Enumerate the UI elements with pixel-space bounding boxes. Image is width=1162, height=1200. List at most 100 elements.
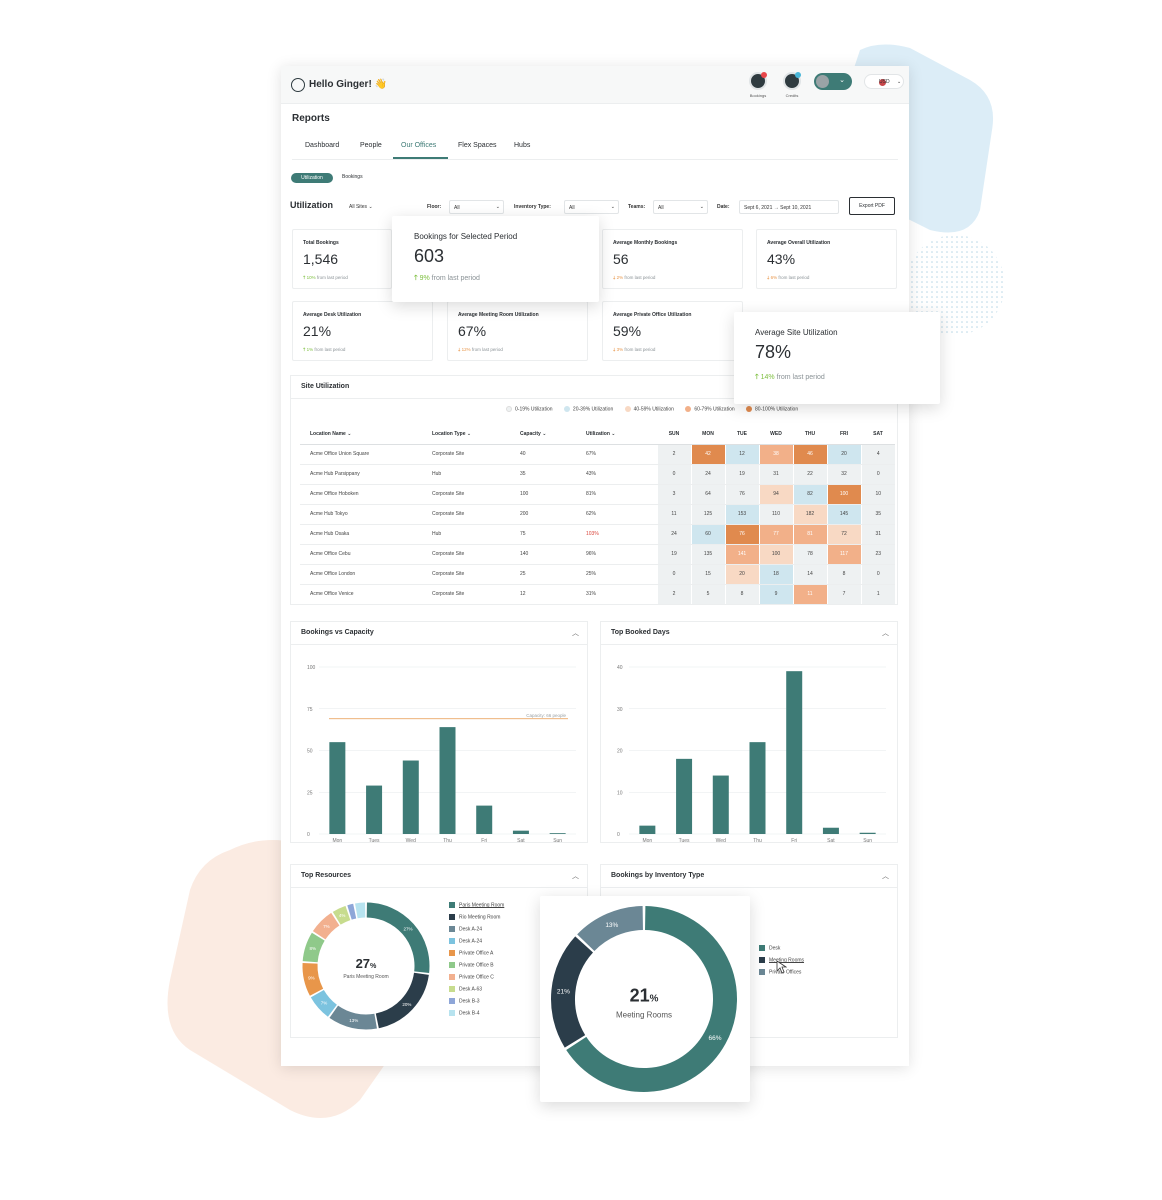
subtab-bookings[interactable]: Bookings bbox=[342, 174, 363, 180]
user-menu[interactable]: ⌄ bbox=[814, 73, 852, 90]
heatmap-cell: 100 bbox=[826, 484, 861, 505]
floor-value: All bbox=[454, 205, 460, 211]
bar[interactable] bbox=[402, 760, 419, 834]
table-row[interactable]: Acme Hub Osaka Hub 75 103% 24 60 76 77 81 72 31 bbox=[300, 524, 895, 545]
chevron-up-icon[interactable]: ︿ bbox=[882, 873, 889, 880]
heatmap-cell: 7 bbox=[826, 584, 861, 605]
heatmap-cell: 10 bbox=[860, 484, 895, 505]
donut-slice[interactable] bbox=[347, 903, 357, 920]
heatmap-cell: 19 bbox=[724, 464, 759, 485]
legend-item[interactable]: Paris Meeting Room bbox=[449, 902, 504, 914]
legend-item[interactable]: Desk A-63 bbox=[449, 986, 504, 998]
legend-item[interactable]: Desk bbox=[759, 945, 804, 957]
x-tick-label: Sun bbox=[553, 838, 562, 844]
credits-icon[interactable] bbox=[783, 72, 801, 90]
y-tick-label: 10 bbox=[617, 790, 623, 796]
utilization-legend: 0-19% Utilization 20-39% Utilization 40-… bbox=[496, 406, 798, 412]
bar[interactable] bbox=[712, 775, 729, 834]
legend-item[interactable]: Rio Meeting Room bbox=[449, 914, 504, 926]
legend-item[interactable]: Desk A-24 bbox=[449, 938, 504, 950]
cursor-icon bbox=[776, 960, 787, 974]
stat-card-average-overall-utilization: Average Overall Utilization 43% 🡓 6% fro… bbox=[756, 229, 897, 289]
tab-dashboard[interactable]: Dashboard bbox=[305, 142, 340, 149]
bar[interactable] bbox=[639, 825, 656, 834]
bookings-icon[interactable] bbox=[749, 72, 767, 90]
donut-slice[interactable] bbox=[329, 1005, 377, 1030]
column-header-location-type[interactable]: Location Type ⌄ bbox=[422, 424, 510, 445]
donut-slice[interactable] bbox=[566, 906, 737, 1092]
legend-item[interactable]: Private Office C bbox=[449, 974, 504, 986]
tab-our-offices[interactable]: Our Offices bbox=[401, 142, 437, 149]
donut-slice[interactable] bbox=[310, 989, 338, 1017]
bar[interactable] bbox=[366, 785, 383, 834]
table-row[interactable]: Acme Office Hoboken Corporate Site 100 81% 3… bbox=[300, 484, 895, 505]
inventory-select[interactable]: All ⌄ bbox=[564, 200, 619, 214]
sites-select[interactable]: All Sites ⌄ bbox=[349, 204, 373, 210]
donut-slice[interactable] bbox=[332, 905, 351, 925]
legend-item[interactable]: Desk B-3 bbox=[449, 998, 504, 1010]
column-header-utilization[interactable]: Utilization ⌄ bbox=[576, 424, 657, 445]
teams-select[interactable]: All ⌄ bbox=[653, 200, 708, 214]
currency-select[interactable]: USD ⌄ bbox=[864, 74, 904, 89]
bar[interactable] bbox=[786, 671, 803, 834]
donut-slice[interactable] bbox=[366, 902, 430, 974]
date-range-picker[interactable]: Sept 6, 2021 → Sept 10, 2021 bbox=[739, 200, 839, 214]
stat-value: 21% bbox=[303, 323, 332, 339]
panel-title: Site Utilization bbox=[301, 383, 350, 390]
legend-label: 80-100% Utilization bbox=[755, 406, 799, 413]
tab-people[interactable]: People bbox=[360, 142, 382, 149]
table-row[interactable]: Acme Office London Corporate Site 25 25% 0 15… bbox=[300, 564, 895, 585]
heatmap-cell: 3 bbox=[656, 484, 691, 505]
legend-item[interactable]: Meeting Rooms bbox=[759, 957, 804, 969]
donut-slice[interactable] bbox=[375, 972, 429, 1029]
donut-slice[interactable] bbox=[312, 912, 340, 940]
highlight-value: 78% bbox=[755, 342, 792, 362]
donut-slice[interactable] bbox=[577, 906, 644, 952]
legend-swatch bbox=[449, 986, 455, 992]
column-header-capacity[interactable]: Capacity ⌄ bbox=[510, 424, 576, 445]
legend-item[interactable]: Private Offices bbox=[759, 969, 804, 981]
column-label: Location Name bbox=[310, 430, 346, 437]
bar[interactable] bbox=[329, 742, 346, 834]
heatmap-cell: 76 bbox=[724, 484, 759, 505]
bar[interactable] bbox=[676, 758, 693, 834]
donut-slice[interactable] bbox=[355, 902, 366, 919]
export-pdf-button[interactable]: Export PDF bbox=[849, 197, 895, 215]
table-row[interactable]: Acme Hub Parsippany Hub 35 43% 0 24 19 31 22 32 0 bbox=[300, 464, 895, 485]
bar[interactable] bbox=[476, 805, 493, 834]
table-row[interactable]: Acme Office Cebu Corporate Site 140 96% 19 13… bbox=[300, 544, 895, 565]
chevron-up-icon[interactable]: ︿ bbox=[572, 630, 579, 637]
legend-item[interactable]: Desk A-24 bbox=[449, 926, 504, 938]
bar[interactable] bbox=[749, 742, 766, 834]
logo-icon[interactable] bbox=[291, 78, 305, 92]
table-row[interactable]: Acme Office Venice Corporate Site 12 31% 2 5 8… bbox=[300, 584, 895, 605]
legend-item[interactable]: Desk B-4 bbox=[449, 1010, 504, 1022]
bar[interactable] bbox=[549, 833, 566, 834]
tab-hubs[interactable]: Hubs bbox=[514, 142, 531, 149]
stat-change-suffix: from last period bbox=[316, 275, 348, 280]
donut-slice[interactable] bbox=[302, 962, 324, 996]
floor-select[interactable]: All ⌄ bbox=[449, 200, 504, 214]
legend-item[interactable]: Private Office B bbox=[449, 962, 504, 974]
chevron-up-icon[interactable]: ︿ bbox=[572, 873, 579, 880]
column-header-location-name[interactable]: Location Name ⌄ bbox=[300, 424, 422, 445]
heatmap-cell: 35 bbox=[860, 504, 895, 525]
bar[interactable] bbox=[822, 827, 839, 834]
legend-item[interactable]: Private Office A bbox=[449, 950, 504, 962]
bar[interactable] bbox=[439, 727, 456, 834]
table-cell-name: Acme Office London bbox=[300, 564, 422, 585]
heatmap-cell: 72 bbox=[826, 524, 861, 545]
table-cell-utilization: 103% bbox=[576, 524, 657, 545]
legend-label: Desk B-3 bbox=[459, 998, 480, 1005]
donut-slice[interactable] bbox=[302, 932, 325, 963]
table-row[interactable]: Acme Office Union Square Corporate Site 40… bbox=[300, 444, 895, 465]
bar[interactable] bbox=[512, 830, 529, 834]
donut-slice[interactable] bbox=[551, 936, 594, 1048]
table-row[interactable]: Acme Hub Tokyo Corporate Site 200 62% 11 125 1… bbox=[300, 504, 895, 525]
subtab-utilization[interactable]: Utilization bbox=[291, 173, 333, 183]
tab-flex-spaces[interactable]: Flex Spaces bbox=[458, 142, 497, 149]
x-tick-label: Thu bbox=[753, 838, 762, 844]
heatmap-cell: 110 bbox=[758, 504, 793, 525]
chevron-up-icon[interactable]: ︿ bbox=[882, 630, 889, 637]
bar[interactable] bbox=[859, 832, 876, 834]
